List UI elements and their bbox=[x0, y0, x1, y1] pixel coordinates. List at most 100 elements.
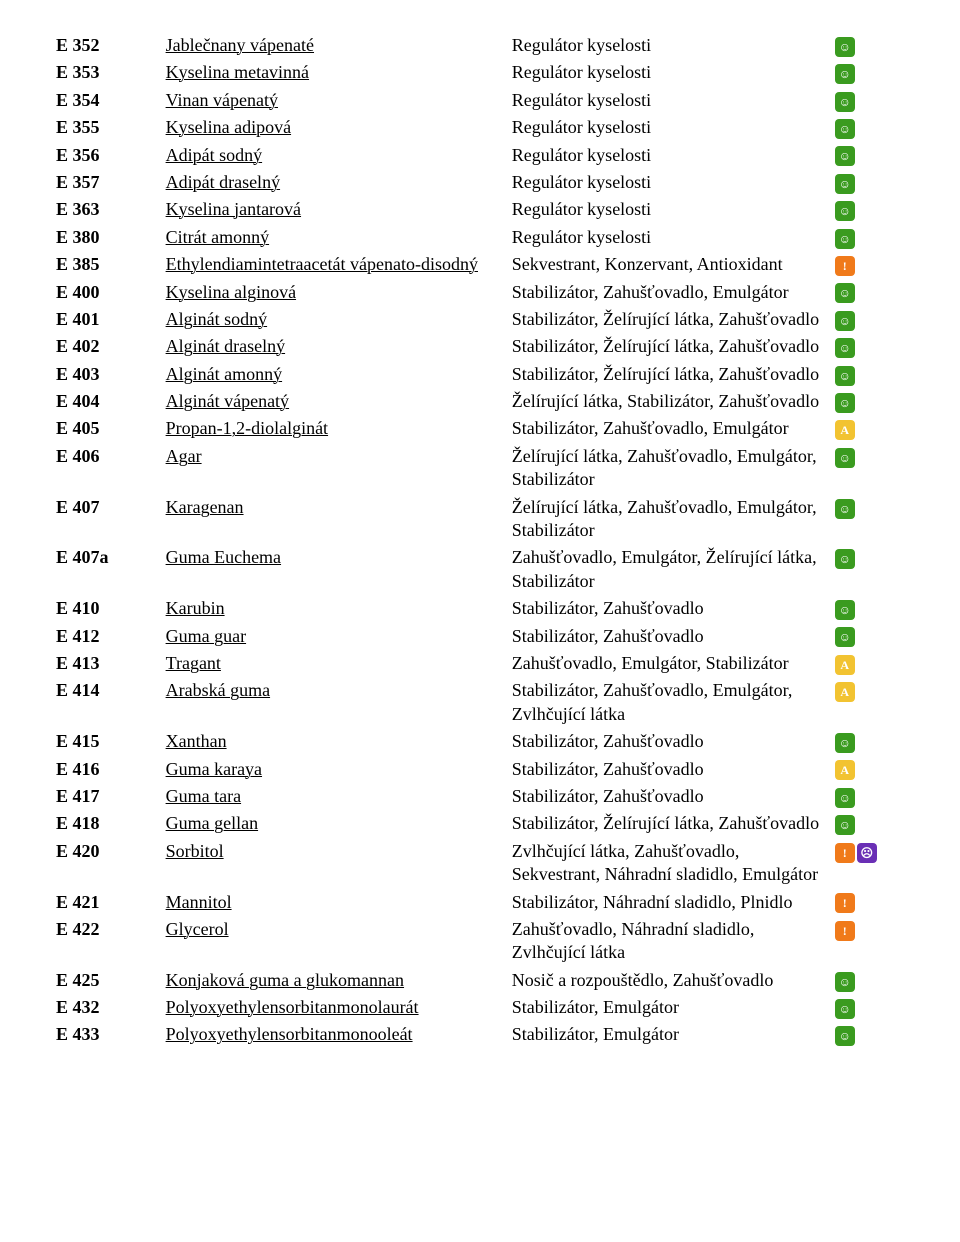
additive-link[interactable]: Konjaková guma a glukomannan bbox=[166, 970, 404, 990]
additive-function: Zvlhčující látka, Zahušťovadlo, Sekvestr… bbox=[512, 838, 835, 889]
additive-function: Želírující látka, Stabilizátor, Zahušťov… bbox=[512, 388, 835, 415]
status-ok-icon bbox=[835, 92, 855, 112]
table-row: E 380Citrát amonnýRegulátor kyselosti bbox=[56, 224, 904, 251]
table-row: E 385Ethylendiamintetraacetát vápenato-d… bbox=[56, 251, 904, 278]
additive-status-cell bbox=[835, 595, 904, 622]
additive-link[interactable]: Guma Euchema bbox=[166, 547, 281, 567]
table-row: E 406AgarŽelírující látka, Zahušťovadlo,… bbox=[56, 443, 904, 494]
additive-link[interactable]: Guma karaya bbox=[166, 759, 262, 779]
table-row: E 407aGuma EuchemaZahušťovadlo, Emulgáto… bbox=[56, 544, 904, 595]
additive-function: Stabilizátor, Zahušťovadlo bbox=[512, 623, 835, 650]
additive-code: E 355 bbox=[56, 114, 166, 141]
additive-link[interactable]: Alginát sodný bbox=[166, 309, 268, 329]
additive-link[interactable]: Kyselina alginová bbox=[166, 282, 296, 302]
additive-link[interactable]: Arabská guma bbox=[166, 680, 270, 700]
additive-link[interactable]: Citrát amonný bbox=[166, 227, 269, 247]
additive-name-cell: Xanthan bbox=[166, 728, 512, 755]
additive-function: Stabilizátor, Zahušťovadlo, Emulgátor bbox=[512, 415, 835, 442]
additive-function: Stabilizátor, Zahušťovadlo bbox=[512, 756, 835, 783]
additive-link[interactable]: Guma guar bbox=[166, 626, 246, 646]
additive-link[interactable]: Polyoxyethylensorbitanmonolaurát bbox=[166, 997, 419, 1017]
additive-function: Regulátor kyselosti bbox=[512, 169, 835, 196]
additive-status-cell bbox=[835, 677, 904, 728]
additive-status-cell bbox=[835, 838, 904, 889]
status-ok-icon bbox=[835, 600, 855, 620]
additive-name-cell: Adipát sodný bbox=[166, 142, 512, 169]
additives-table: E 352Jablečnany vápenatéRegulátor kyselo… bbox=[56, 32, 904, 1049]
additive-link[interactable]: Alginát draselný bbox=[166, 336, 285, 356]
additive-status-cell bbox=[835, 994, 904, 1021]
additive-link[interactable]: Polyoxyethylensorbitanmonooleát bbox=[166, 1024, 413, 1044]
additive-status-cell bbox=[835, 443, 904, 494]
additive-link[interactable]: Adipát draselný bbox=[166, 172, 280, 192]
additive-status-cell bbox=[835, 59, 904, 86]
additive-status-cell bbox=[835, 1021, 904, 1048]
additive-link[interactable]: Ethylendiamintetraacetát vápenato-disodn… bbox=[166, 254, 478, 274]
additive-link[interactable]: Karagenan bbox=[166, 497, 244, 517]
status-ok-icon bbox=[835, 499, 855, 519]
additive-link[interactable]: Guma tara bbox=[166, 786, 241, 806]
additive-link[interactable]: Guma gellan bbox=[166, 813, 258, 833]
additive-code: E 417 bbox=[56, 783, 166, 810]
status-ok-icon bbox=[835, 972, 855, 992]
additive-link[interactable]: Tragant bbox=[166, 653, 221, 673]
status-warn-icon bbox=[835, 921, 855, 941]
additive-function: Stabilizátor, Náhradní sladidlo, Plnidlo bbox=[512, 889, 835, 916]
additive-link[interactable]: Kyselina jantarová bbox=[166, 199, 301, 219]
status-ok-icon bbox=[835, 815, 855, 835]
table-row: E 403Alginát amonnýStabilizátor, Želíruj… bbox=[56, 361, 904, 388]
additive-code: E 380 bbox=[56, 224, 166, 251]
additive-link[interactable]: Alginát amonný bbox=[166, 364, 282, 384]
additive-code: E 413 bbox=[56, 650, 166, 677]
status-ok-icon bbox=[835, 119, 855, 139]
additive-code: E 363 bbox=[56, 196, 166, 223]
additive-function: Zahušťovadlo, Náhradní sladidlo, Zvlhčuj… bbox=[512, 916, 835, 967]
additive-status-cell bbox=[835, 224, 904, 251]
table-row: E 413Tragant Zahušťovadlo, Emulgátor, Sta… bbox=[56, 650, 904, 677]
additive-name-cell: Guma gellan bbox=[166, 810, 512, 837]
additive-link[interactable]: Jablečnany vápenaté bbox=[166, 35, 314, 55]
additive-function: Stabilizátor, Želírující látka, Zahušťov… bbox=[512, 333, 835, 360]
additive-link[interactable]: Propan-1,2-diolalginát bbox=[166, 418, 328, 438]
table-row: E 415XanthanStabilizátor, Zahušťovadlo bbox=[56, 728, 904, 755]
additive-status-cell bbox=[835, 728, 904, 755]
additive-function: Stabilizátor, Zahušťovadlo bbox=[512, 783, 835, 810]
additive-link[interactable]: Glycerol bbox=[166, 919, 229, 939]
additive-link[interactable]: Kyselina metavinná bbox=[166, 62, 309, 82]
additive-name-cell: Guma karaya bbox=[166, 756, 512, 783]
additive-code: E 422 bbox=[56, 916, 166, 967]
additive-link[interactable]: Alginát vápenatý bbox=[166, 391, 289, 411]
additive-code: E 357 bbox=[56, 169, 166, 196]
additive-code: E 407 bbox=[56, 494, 166, 545]
status-bad-icon bbox=[857, 843, 877, 863]
additive-link[interactable]: Kyselina adipová bbox=[166, 117, 291, 137]
additive-name-cell: Karagenan bbox=[166, 494, 512, 545]
status-ok-icon bbox=[835, 283, 855, 303]
additive-function: Zahušťovadlo, Emulgátor, Želírující látk… bbox=[512, 544, 835, 595]
additive-link[interactable]: Vinan vápenatý bbox=[166, 90, 278, 110]
additive-status-cell bbox=[835, 388, 904, 415]
additive-status-cell bbox=[835, 916, 904, 967]
additive-code: E 354 bbox=[56, 87, 166, 114]
status-warn-icon bbox=[835, 893, 855, 913]
additive-name-cell: Karubin bbox=[166, 595, 512, 622]
additive-link[interactable]: Adipát sodný bbox=[166, 145, 263, 165]
additive-link[interactable]: Mannitol bbox=[166, 892, 232, 912]
additive-function: Zahušťovadlo, Emulgátor, Stabilizátor bbox=[512, 650, 835, 677]
additive-link[interactable]: Karubin bbox=[166, 598, 225, 618]
additive-status-cell bbox=[835, 279, 904, 306]
additive-function: Stabilizátor, Zahušťovadlo, Emulgátor bbox=[512, 279, 835, 306]
additive-link[interactable]: Agar bbox=[166, 446, 202, 466]
status-ok-icon bbox=[835, 174, 855, 194]
additive-link[interactable]: Sorbitol bbox=[166, 841, 224, 861]
status-allergy-icon bbox=[835, 420, 855, 440]
table-row: E 420SorbitolZvlhčující látka, Zahušťova… bbox=[56, 838, 904, 889]
additive-name-cell: Alginát amonný bbox=[166, 361, 512, 388]
additive-code: E 402 bbox=[56, 333, 166, 360]
additive-status-cell bbox=[835, 650, 904, 677]
additive-code: E 416 bbox=[56, 756, 166, 783]
additive-function: Stabilizátor, Zahušťovadlo bbox=[512, 728, 835, 755]
additive-link[interactable]: Xanthan bbox=[166, 731, 227, 751]
table-row: E 422Glycerol Zahušťovadlo, Náhradní slad… bbox=[56, 916, 904, 967]
additive-status-cell bbox=[835, 783, 904, 810]
